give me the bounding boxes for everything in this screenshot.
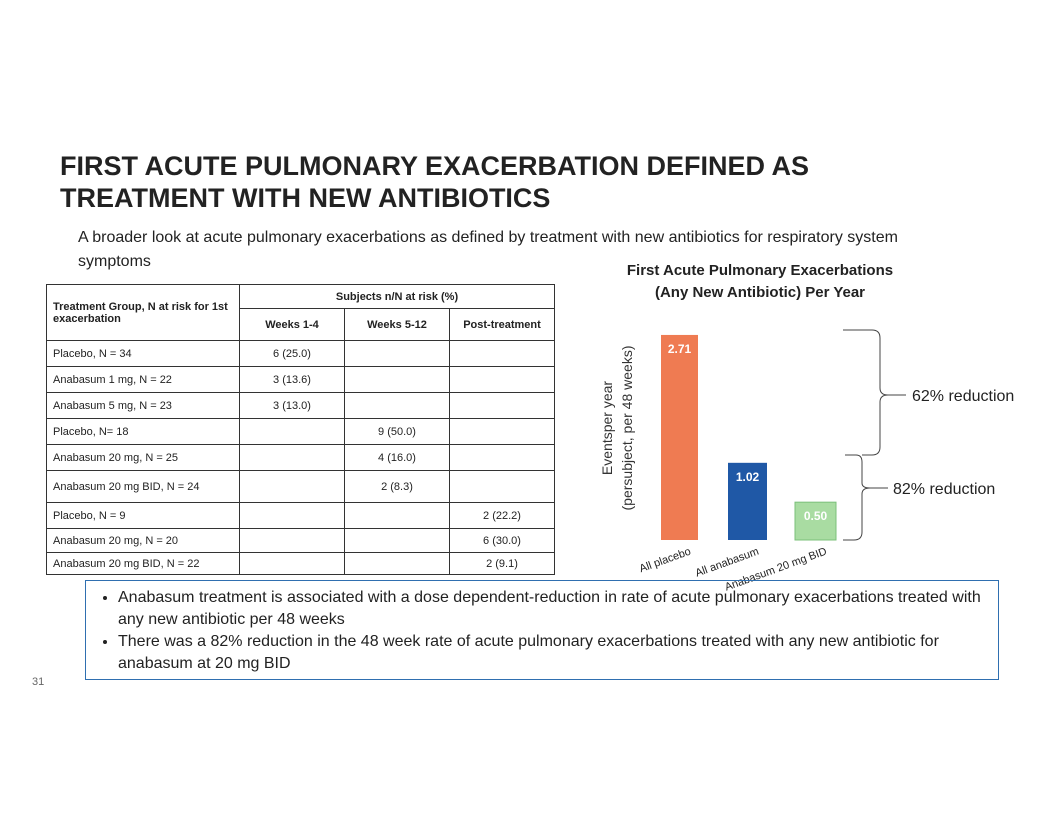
data-label: 2.71 xyxy=(668,342,692,356)
title: FIRST ACUTE PULMONARY EXACERBATION DEFIN… xyxy=(60,150,809,214)
table-cell: 2 (8.3) xyxy=(344,470,450,503)
table-cell xyxy=(239,502,345,529)
bullet: Anabasum treatment is associated with a … xyxy=(118,587,992,631)
table-cell xyxy=(449,392,555,419)
chart-title: (Any New Antibiotic) Per Year xyxy=(655,284,865,301)
table-cell: Anabasum 1 mg, N = 22 xyxy=(46,366,240,393)
column-header: Weeks 1-4 xyxy=(239,308,345,341)
table-cell: 3 (13.0) xyxy=(239,392,345,419)
bullet-box: Anabasum treatment is associated with a … xyxy=(85,580,999,680)
table-row: Anabasum 5 mg, N = 23 3 (13.0) xyxy=(46,392,555,419)
column-header: Weeks 5-12 xyxy=(344,308,450,341)
table-cell: 6 (30.0) xyxy=(449,528,555,553)
table-row: Placebo, N= 18 9 (50.0) xyxy=(46,418,555,445)
table-cell: Placebo, N = 34 xyxy=(46,340,240,367)
table-cell: Anabasum 20 mg BID, N = 22 xyxy=(46,552,240,575)
x-tick-label: All placebo xyxy=(638,546,693,576)
table-cell xyxy=(239,444,345,471)
bullet: There was a 82% reduction in the 48 week… xyxy=(118,631,992,675)
title-line: FIRST ACUTE PULMONARY EXACERBATION DEFIN… xyxy=(60,151,810,181)
bracket xyxy=(843,454,888,541)
subtitle-line: symptoms xyxy=(78,253,151,270)
table-row: Anabasum 20 mg BID, N = 22 2 (9.1) xyxy=(46,552,555,575)
table-row: Placebo, N = 9 2 (22.2) xyxy=(46,502,555,529)
column-header: Post-treatment xyxy=(449,308,555,341)
table-cell: 2 (22.2) xyxy=(449,502,555,529)
table-row: Placebo, N = 34 6 (25.0) xyxy=(46,340,555,367)
y-axis-label: (persubject, per 48 weeks) xyxy=(619,346,635,511)
table-cell: 9 (50.0) xyxy=(344,418,450,445)
subtitle-line: A broader look at acute pulmonary exacer… xyxy=(78,229,898,246)
table-cell: Anabasum 20 mg, N = 25 xyxy=(46,444,240,471)
bar xyxy=(661,334,698,540)
table-cell: Anabasum 20 mg BID, N = 24 xyxy=(46,470,240,503)
data-label: 0.50 xyxy=(804,509,828,523)
table-cell: Placebo, N = 9 xyxy=(46,502,240,529)
annotation: 82% reduction xyxy=(893,481,995,498)
table-cell: 3 (13.6) xyxy=(239,366,345,393)
bar xyxy=(794,501,837,541)
table-cell: 2 (9.1) xyxy=(449,552,555,575)
title-line: TREATMENT WITH NEW ANTIBIOTICS xyxy=(60,183,551,213)
bracket xyxy=(843,329,906,456)
table-cell xyxy=(449,366,555,393)
group-header: Subjects n/N at risk (%) xyxy=(239,284,555,309)
table-cell: Placebo, N= 18 xyxy=(46,418,240,445)
annotation: 62% reduction xyxy=(912,388,1014,405)
chart-title: First Acute Pulmonary Exacerbations xyxy=(627,262,893,279)
table-cell xyxy=(239,470,345,503)
subtitle: A broader look at acute pulmonary exacer… xyxy=(78,226,898,274)
bar xyxy=(728,462,767,540)
page-number: 31 xyxy=(32,676,45,688)
data-label: 1.02 xyxy=(736,470,760,484)
table: Treatment Group, N at risk for 1st exace… xyxy=(46,284,555,575)
y-axis-label: Eventsper year xyxy=(599,381,615,475)
